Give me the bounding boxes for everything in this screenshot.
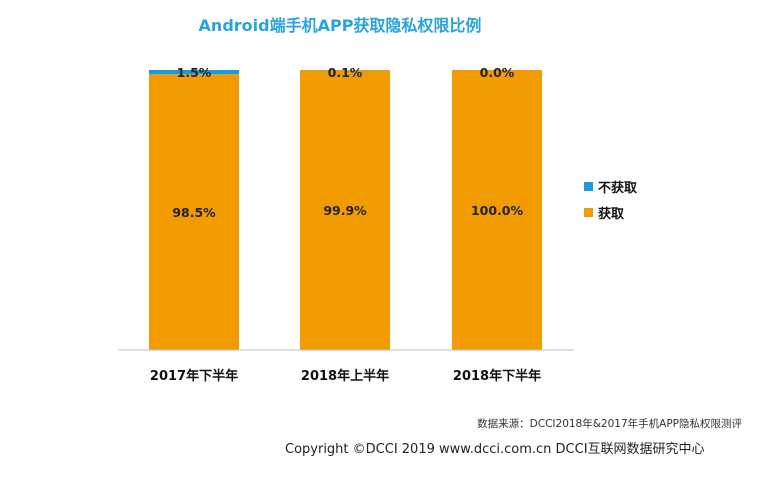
data-label-not-obtained-2: 0.1% <box>328 65 363 80</box>
legend: 不获取 获取 <box>584 176 637 228</box>
legend-label-not-obtained: 不获取 <box>598 180 638 196</box>
data-label-not-obtained-1: 1.5% <box>177 65 212 80</box>
x-tick-label-1: 2017年下半年 <box>150 368 238 384</box>
copyright-line: Copyright ©DCCI 2019 www.dcci.com.cn DCC… <box>285 442 705 457</box>
data-label-obtained-3: 100.0% <box>471 203 524 218</box>
bar-obtained-1 <box>149 74 239 350</box>
bar-not-obtained-1 <box>149 70 239 75</box>
chart-title: Android端手机APP获取隐私权限比例 <box>198 16 482 35</box>
x-tick-label-2: 2018年上半年 <box>301 368 389 384</box>
bar-obtained-2 <box>300 70 390 350</box>
source-note: 数据来源：DCCI2018年&2017年手机APP隐私权限测评 <box>477 418 742 430</box>
data-label-obtained-2: 99.9% <box>323 203 367 218</box>
data-label-obtained-1: 98.5% <box>172 205 216 220</box>
bar-obtained-3 <box>452 70 542 350</box>
legend-item-not-obtained: 不获取 <box>584 176 637 196</box>
legend-label-obtained: 获取 <box>598 206 625 222</box>
legend-swatch-not-obtained <box>584 181 593 191</box>
data-label-not-obtained-3: 0.0% <box>480 65 515 80</box>
x-tick-label-3: 2018年下半年 <box>453 368 541 384</box>
legend-swatch-obtained <box>584 207 593 217</box>
legend-item-obtained: 获取 <box>584 202 637 222</box>
